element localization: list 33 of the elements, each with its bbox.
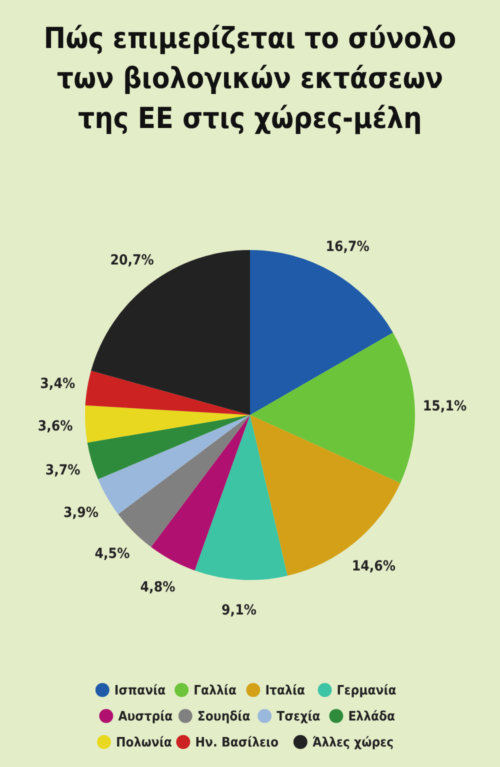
legend-label: Ιταλία xyxy=(265,684,306,699)
data-label: 4,5% xyxy=(94,546,130,562)
data-label: 20,7% xyxy=(110,252,154,269)
legend-label: Αυστρία xyxy=(118,710,173,725)
legend-label: Ην. Βασίλειο xyxy=(195,736,279,751)
legend-label: Πολωνία xyxy=(116,736,172,751)
pie-slice xyxy=(85,370,250,415)
chart-title: Πώς επιμερίζεται το σύνολο των βιολογικών εκτάσεων της ΕΕ στις χώρες-μέλη xyxy=(44,21,456,135)
pie-slice xyxy=(87,415,250,480)
legend-label: Ισπανία xyxy=(114,684,166,699)
legend-label: Γερμανία xyxy=(336,684,396,699)
legend-label: Άλλες χώρες xyxy=(312,736,394,751)
pie-slice xyxy=(118,415,250,548)
pie-slice xyxy=(85,405,250,443)
pie-slice xyxy=(151,415,250,570)
data-label: 9,1% xyxy=(222,602,257,619)
data-label: 15,1% xyxy=(422,398,467,414)
pie-slice xyxy=(91,250,250,415)
pie-slice xyxy=(194,415,288,580)
legend-label: Σουηδία xyxy=(197,710,250,725)
legend-label: Τσεχία xyxy=(276,710,320,725)
pie-slice xyxy=(250,332,415,484)
data-label: 3,9% xyxy=(64,505,99,522)
legend-label: Γαλλία xyxy=(194,684,236,699)
data-label: 3,6% xyxy=(38,418,74,435)
data-label: 4,8% xyxy=(140,580,176,596)
legend-label: Ελλάδα xyxy=(348,710,396,725)
data-label: 16,7% xyxy=(326,239,370,256)
data-label: 3,4% xyxy=(40,376,76,392)
pie-slice xyxy=(250,415,400,576)
data-label: 3,7% xyxy=(45,462,81,479)
pie-slice xyxy=(98,415,250,514)
data-label: 14,6% xyxy=(352,558,396,575)
